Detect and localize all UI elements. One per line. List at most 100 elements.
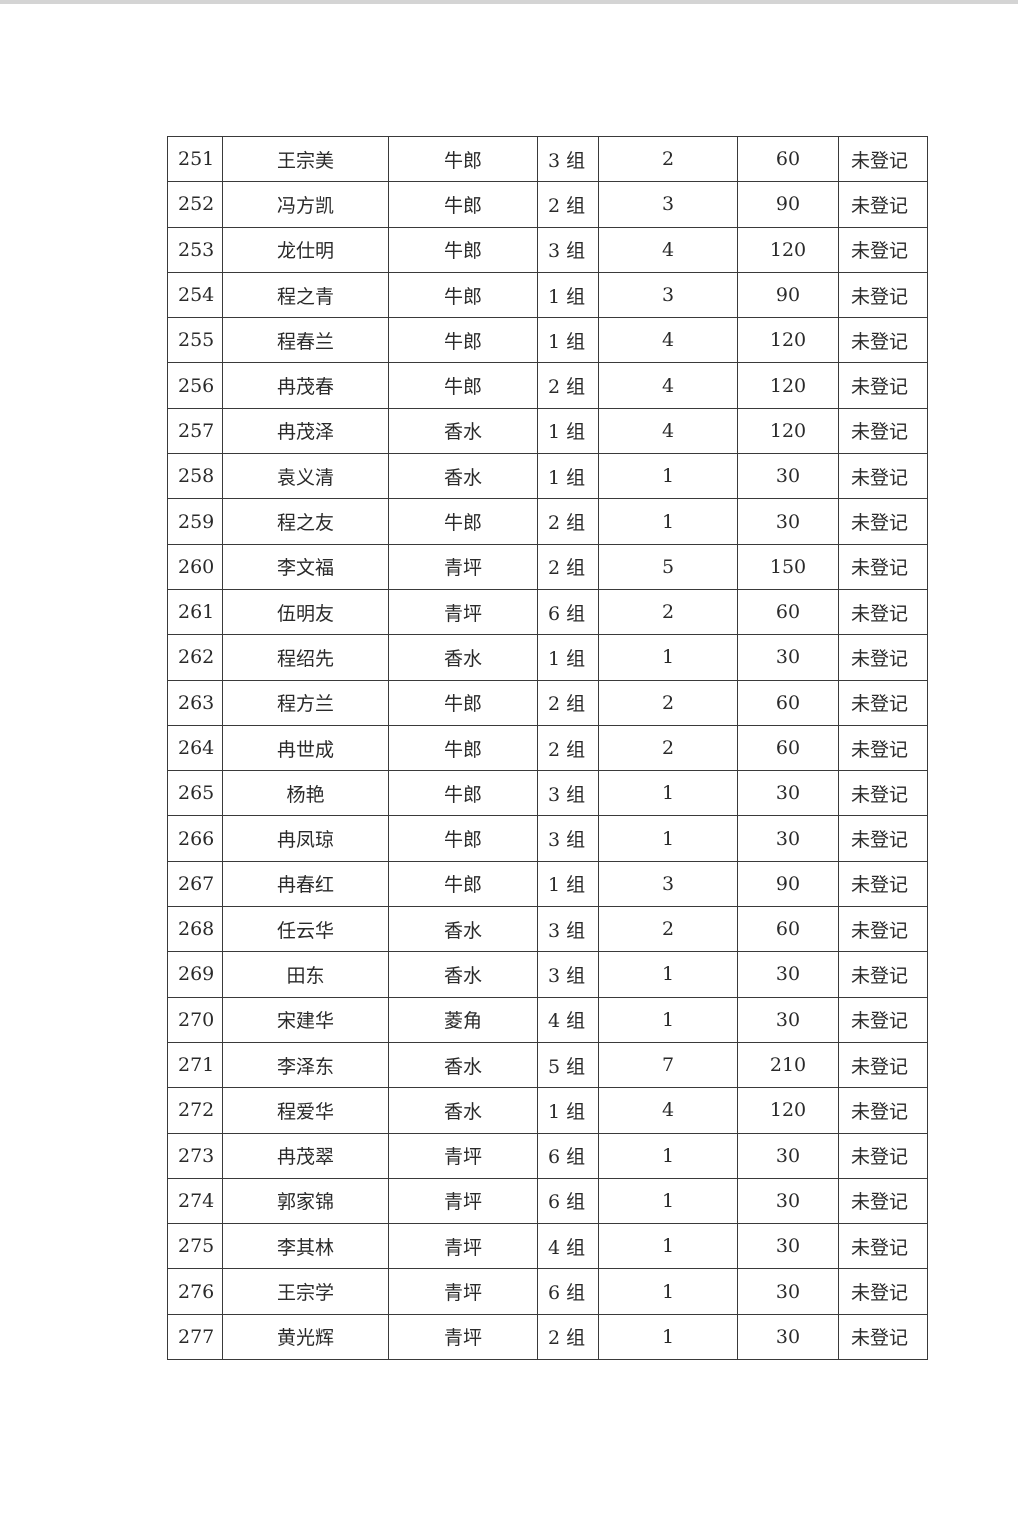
count-cell: 4 [598,407,738,455]
row-number-cell: 261 [167,588,223,636]
table-row: 273 冉茂翠 青坪 6 组 1 30 未登记 [167,1132,928,1179]
registration-table: 251 王宗美 牛郎 3 组 2 60 未登记 252 冯方凯 牛郎 2 组 3 90 未登记 253 龙仕明… [167,135,928,1361]
village-cell: 香水 [388,1041,538,1089]
person-name-cell: 程爱华 [222,1087,389,1134]
registration-status-cell: 未登记 [838,1268,928,1315]
village-cell: 香水 [388,634,538,681]
row-number-cell: 274 [167,1177,223,1225]
village-cell: 牛郎 [388,181,538,228]
amount-cell: 30 [737,634,839,681]
village-cell: 青坪 [388,543,538,590]
row-number-cell: 265 [167,770,223,817]
person-name-cell: 程春兰 [222,317,389,364]
count-cell: 4 [598,362,738,409]
count-cell: 4 [598,317,738,364]
amount-cell: 30 [737,498,839,545]
row-number-cell: 252 [167,181,223,228]
registration-status-cell: 未登记 [838,226,928,273]
table-row: 266 冉凤琼 牛郎 3 组 1 30 未登记 [167,815,928,862]
row-number-cell: 257 [167,407,223,455]
group-cell: 2 组 [537,679,599,726]
table-row: 252 冯方凯 牛郎 2 组 3 90 未登记 [167,181,928,228]
count-cell: 1 [598,951,738,998]
row-number-cell: 271 [167,1041,223,1089]
table-row: 261 伍明友 青坪 6 组 2 60 未登记 [167,588,928,636]
table-row: 257 冉茂泽 香水 1 组 4 120 未登记 [167,407,928,455]
table-row: 270 宋建华 菱角 4 组 1 30 未登记 [167,996,928,1043]
row-number-cell: 262 [167,634,223,681]
person-name-cell: 王宗美 [222,135,389,183]
group-cell: 2 组 [537,181,599,228]
amount-cell: 30 [737,1132,839,1179]
village-cell: 青坪 [388,1268,538,1315]
row-number-cell: 272 [167,1087,223,1134]
count-cell: 1 [598,770,738,817]
amount-cell: 30 [737,1177,839,1225]
group-cell: 3 组 [537,815,599,862]
group-cell: 1 组 [537,1087,599,1134]
row-number-cell: 258 [167,453,223,500]
count-cell: 3 [598,271,738,319]
village-cell: 牛郎 [388,362,538,409]
row-number-cell: 275 [167,1223,223,1270]
person-name-cell: 程之青 [222,271,389,319]
person-name-cell: 王宗学 [222,1268,389,1315]
amount-cell: 60 [737,679,839,726]
group-cell: 1 组 [537,860,599,908]
table-row: 268 任云华 香水 3 组 2 60 未登记 [167,906,928,953]
group-cell: 1 组 [537,317,599,364]
registration-status-cell: 未登记 [838,770,928,817]
table-row: 276 王宗学 青坪 6 组 1 30 未登记 [167,1268,928,1315]
registration-status-cell: 未登记 [838,815,928,862]
row-number-cell: 269 [167,951,223,998]
registration-status-cell: 未登记 [838,1041,928,1089]
registration-status-cell: 未登记 [838,317,928,364]
village-cell: 香水 [388,951,538,998]
group-cell: 3 组 [537,951,599,998]
row-number-cell: 259 [167,498,223,545]
registration-status-cell: 未登记 [838,1313,928,1361]
village-cell: 青坪 [388,588,538,636]
count-cell: 1 [598,1177,738,1225]
table-row: 271 李泽东 香水 5 组 7 210 未登记 [167,1041,928,1089]
group-cell: 1 组 [537,271,599,319]
person-name-cell: 李泽东 [222,1041,389,1089]
registration-status-cell: 未登记 [838,634,928,681]
group-cell: 6 组 [537,1268,599,1315]
group-cell: 6 组 [537,588,599,636]
amount-cell: 90 [737,181,839,228]
row-number-cell: 255 [167,317,223,364]
group-cell: 3 组 [537,226,599,273]
count-cell: 5 [598,543,738,590]
top-edge-bar [0,0,1018,4]
amount-cell: 60 [737,724,839,772]
count-cell: 1 [598,1223,738,1270]
amount-cell: 210 [737,1041,839,1089]
village-cell: 牛郎 [388,770,538,817]
amount-cell: 30 [737,770,839,817]
count-cell: 3 [598,181,738,228]
table-row: 267 冉春红 牛郎 1 组 3 90 未登记 [167,860,928,908]
registration-status-cell: 未登记 [838,588,928,636]
person-name-cell: 李文福 [222,543,389,590]
row-number-cell: 276 [167,1268,223,1315]
count-cell: 2 [598,588,738,636]
table-row: 269 田东 香水 3 组 1 30 未登记 [167,951,928,998]
person-name-cell: 冉世成 [222,724,389,772]
group-cell: 6 组 [537,1177,599,1225]
village-cell: 香水 [388,1087,538,1134]
amount-cell: 30 [737,996,839,1043]
table-row: 260 李文福 青坪 2 组 5 150 未登记 [167,543,928,590]
count-cell: 2 [598,679,738,726]
person-name-cell: 程绍先 [222,634,389,681]
row-number-cell: 254 [167,271,223,319]
table-row: 259 程之友 牛郎 2 组 1 30 未登记 [167,498,928,545]
village-cell: 青坪 [388,1223,538,1270]
count-cell: 1 [598,634,738,681]
group-cell: 2 组 [537,362,599,409]
registration-status-cell: 未登记 [838,135,928,183]
village-cell: 牛郎 [388,860,538,908]
table-row: 254 程之青 牛郎 1 组 3 90 未登记 [167,271,928,319]
person-name-cell: 程方兰 [222,679,389,726]
row-number-cell: 264 [167,724,223,772]
